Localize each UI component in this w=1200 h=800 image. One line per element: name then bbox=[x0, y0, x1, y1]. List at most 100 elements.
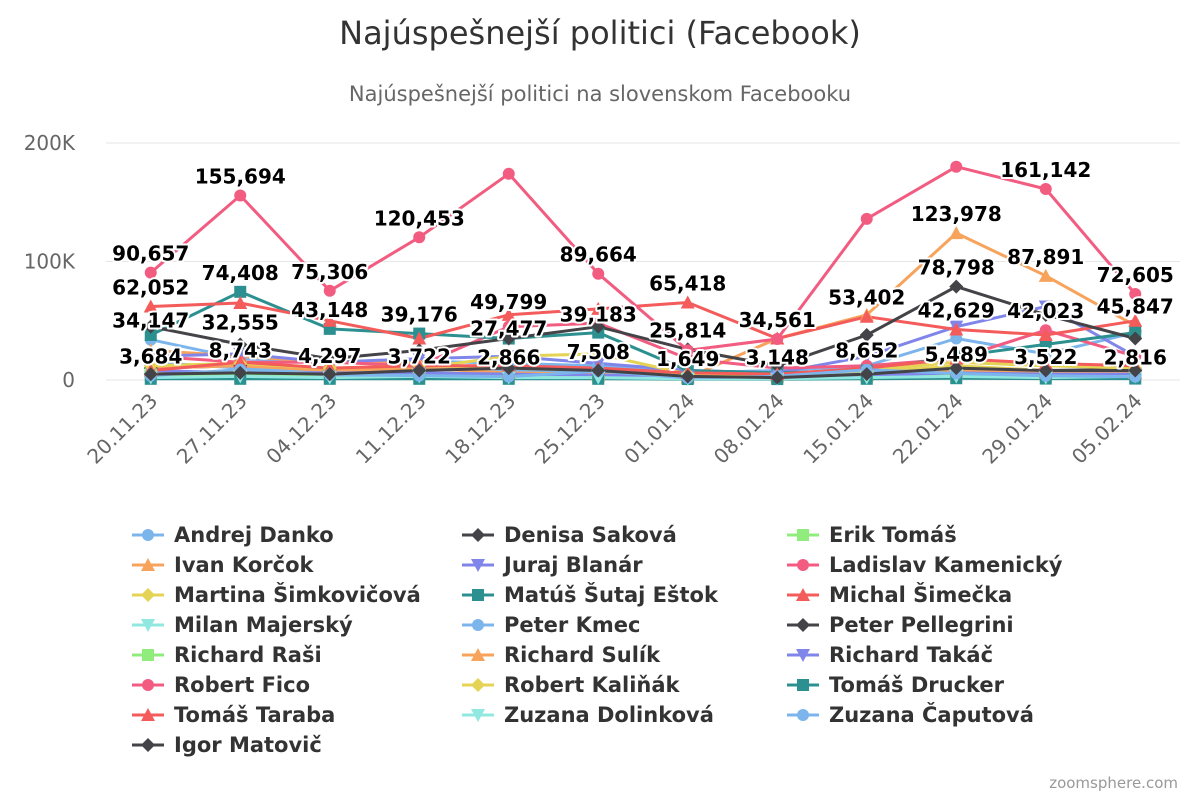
legend-item[interactable]: Zuzana Čaputová bbox=[785, 700, 1034, 730]
data-label: 3,722 bbox=[388, 345, 451, 369]
data-point bbox=[502, 370, 515, 383]
legend-item[interactable]: Peter Kmec bbox=[460, 610, 640, 640]
data-point bbox=[949, 322, 964, 336]
data-point bbox=[949, 351, 964, 365]
data-label: 39,183 bbox=[560, 303, 637, 327]
legend-label: Tomáš Taraba bbox=[174, 703, 336, 727]
legend-label: Robert Fico bbox=[174, 673, 310, 697]
legend-marker bbox=[141, 708, 155, 721]
legend-symbol bbox=[132, 588, 164, 602]
legend-label: Richard Sulík bbox=[504, 643, 661, 667]
legend-label: Martina Šimkovičová bbox=[174, 583, 421, 607]
legend-marker bbox=[797, 709, 809, 721]
data-point bbox=[680, 369, 695, 384]
data-point bbox=[859, 327, 874, 342]
data-point bbox=[591, 363, 606, 378]
legend-symbol bbox=[132, 708, 164, 721]
legend-item[interactable]: Martina Šimkovičová bbox=[130, 580, 421, 610]
legend-item[interactable]: Igor Matovič bbox=[130, 730, 322, 760]
data-point bbox=[770, 370, 785, 385]
data-label: 4,297 bbox=[298, 344, 361, 368]
data-point bbox=[681, 344, 694, 357]
data-label: 5,489 bbox=[925, 342, 988, 366]
data-point bbox=[860, 212, 873, 225]
legend-marker bbox=[141, 558, 155, 571]
legend-item[interactable]: Richard Raši bbox=[130, 640, 322, 670]
legend-item[interactable]: Juraj Blanár bbox=[460, 550, 643, 580]
data-point bbox=[950, 332, 963, 345]
data-point bbox=[1039, 338, 1052, 351]
legend-item[interactable]: Ivan Korčok bbox=[130, 550, 313, 580]
line-chart-plot: 0 100K 200K 20.11.23 27.11.23 04.12.23 11.12.2… bbox=[24, 131, 1180, 469]
data-point bbox=[859, 367, 874, 382]
data-point bbox=[502, 167, 515, 180]
data-point bbox=[143, 319, 158, 334]
data-label: 87,891 bbox=[1007, 245, 1084, 269]
legend-item[interactable]: Richard Sulík bbox=[460, 640, 660, 670]
legend-item[interactable]: Peter Pellegrini bbox=[785, 610, 1014, 640]
legend-item[interactable]: Michal Šimečka bbox=[785, 580, 1012, 610]
legend-item[interactable]: Tomáš Drucker bbox=[785, 670, 1004, 700]
legend-item[interactable]: Tomáš Taraba bbox=[130, 700, 335, 730]
data-point bbox=[322, 351, 337, 366]
legend-item[interactable]: Zuzana Dolinková bbox=[460, 700, 714, 730]
y-tick-label: 100K bbox=[24, 250, 76, 274]
data-label: 75,306 bbox=[291, 260, 368, 284]
legend-label: Denisa Saková bbox=[504, 523, 677, 547]
data-point bbox=[949, 361, 964, 376]
data-label: 62,052 bbox=[112, 275, 189, 299]
data-label: 3,148 bbox=[746, 345, 809, 369]
legend-item[interactable]: Robert Fico bbox=[130, 670, 310, 700]
legend-item[interactable]: Matúš Šutaj Eštok bbox=[460, 580, 718, 610]
series-line bbox=[149, 366, 1137, 380]
y-tick-label: 200K bbox=[24, 131, 76, 155]
data-point bbox=[1038, 327, 1053, 341]
legend-marker bbox=[471, 709, 485, 722]
legend-label: Matúš Šutaj Eštok bbox=[504, 583, 718, 607]
data-point bbox=[1038, 300, 1053, 314]
data-point bbox=[412, 363, 427, 378]
x-tick-label: 27.11.23 bbox=[172, 389, 252, 469]
legend-item[interactable]: Richard Takáč bbox=[785, 640, 993, 670]
x-tick-label: 05.02.24 bbox=[1067, 389, 1147, 469]
legend-marker bbox=[471, 678, 485, 692]
data-point bbox=[949, 279, 964, 294]
data-point bbox=[1128, 313, 1143, 327]
legend-label: Igor Matovič bbox=[174, 733, 322, 757]
legend-symbol bbox=[462, 589, 494, 601]
data-label: 45,847 bbox=[1097, 295, 1174, 319]
data-point bbox=[412, 343, 427, 358]
legend-item[interactable]: Robert Kaliňák bbox=[460, 670, 680, 700]
legend-symbol bbox=[132, 679, 164, 691]
data-point bbox=[592, 267, 605, 280]
legend-item[interactable]: Andrej Danko bbox=[130, 520, 334, 550]
data-point bbox=[501, 349, 516, 364]
x-tick-label: 08.01.24 bbox=[709, 389, 789, 469]
credits-link[interactable]: zoomsphere.com bbox=[1049, 774, 1178, 792]
data-point bbox=[1039, 183, 1052, 196]
legend-symbol bbox=[132, 619, 164, 632]
legend-label: Zuzana Dolinková bbox=[504, 703, 714, 727]
legend-marker bbox=[796, 649, 810, 662]
data-point bbox=[1038, 307, 1053, 322]
series-line bbox=[149, 374, 1137, 381]
legend-symbol bbox=[132, 558, 164, 571]
data-label: 3,684 bbox=[119, 345, 182, 369]
legend-item[interactable]: Milan Majerský bbox=[130, 610, 353, 640]
legend-label: Richard Raši bbox=[174, 643, 322, 667]
data-point bbox=[1038, 356, 1053, 370]
legend-item[interactable]: Ladislav Kamenický bbox=[785, 550, 1062, 580]
data-point bbox=[1128, 331, 1143, 346]
data-label: 8,743 bbox=[209, 339, 272, 363]
series-line bbox=[149, 301, 1137, 340]
data-label: 155,694 bbox=[195, 165, 286, 189]
data-point bbox=[859, 350, 874, 364]
data-point bbox=[322, 313, 337, 327]
legend-item[interactable]: Denisa Saková bbox=[460, 520, 677, 550]
data-label: 25,814 bbox=[649, 318, 726, 342]
legend-symbol bbox=[132, 529, 164, 541]
data-point bbox=[412, 331, 427, 345]
data-point bbox=[144, 266, 157, 279]
legend-item[interactable]: Erik Tomáš bbox=[785, 520, 957, 550]
legend-label: Richard Takáč bbox=[829, 643, 994, 667]
